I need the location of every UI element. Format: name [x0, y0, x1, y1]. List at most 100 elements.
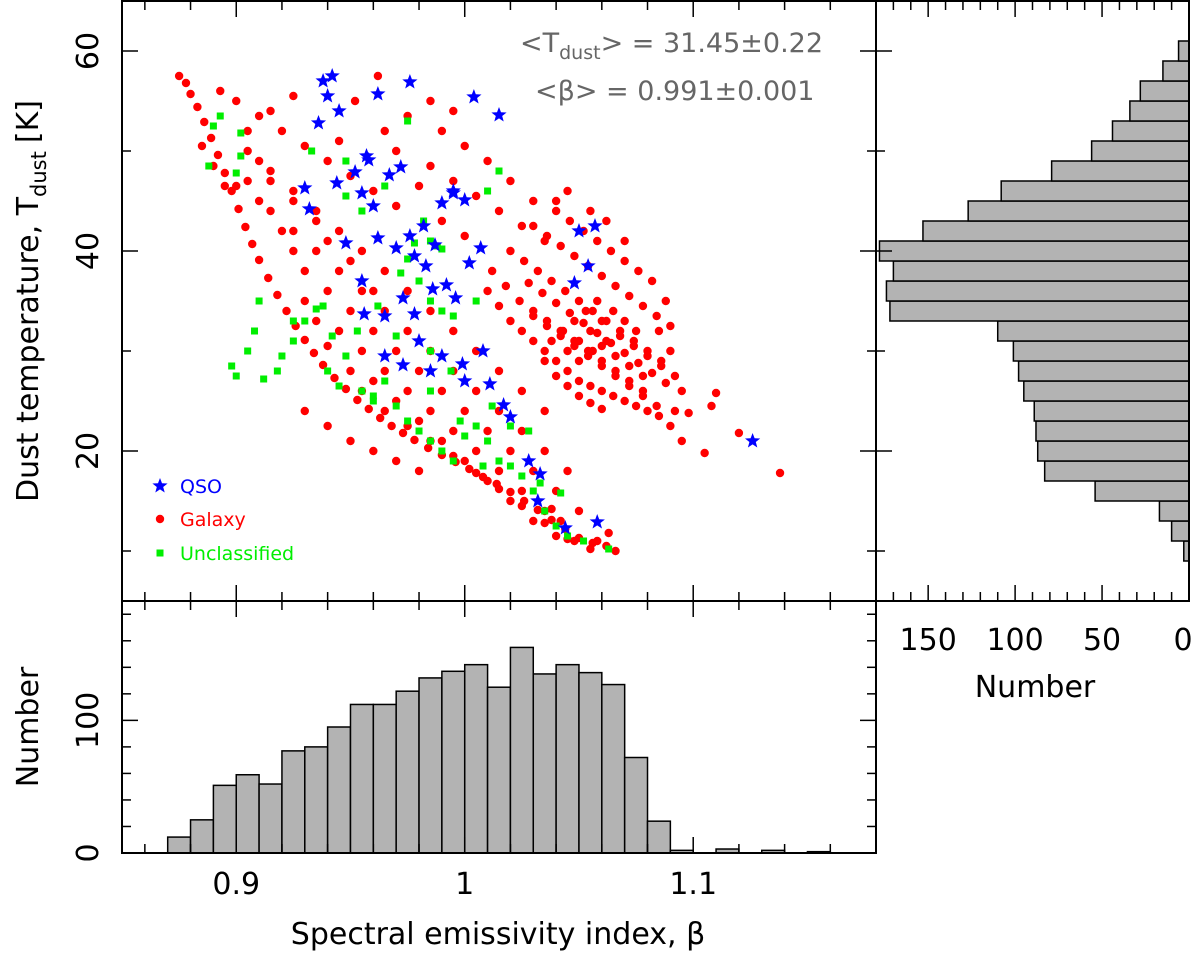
galaxy-point [487, 266, 497, 276]
galaxy-point [323, 236, 332, 246]
tdust-histogram-bars [878, 40, 1190, 562]
tdust-histogram-bar [1090, 140, 1190, 162]
unclassified-point [536, 479, 544, 487]
beta-histogram-ytick-label: 0 [71, 843, 106, 862]
unclassified-point [381, 377, 389, 385]
galaxy-point [540, 346, 549, 356]
galaxy-point [533, 266, 543, 276]
qso-point [370, 230, 386, 245]
galaxy-point [654, 326, 664, 336]
galaxy-point [334, 326, 344, 336]
galaxy-point [346, 306, 355, 316]
galaxy-point [254, 111, 264, 121]
qso-point [496, 397, 512, 412]
galaxy-point [300, 296, 309, 306]
tdust-histogram-bar [892, 260, 1190, 282]
unclassified-point [404, 255, 412, 263]
galaxy-point [625, 291, 634, 301]
galaxy-point [494, 484, 504, 494]
galaxy-point [373, 71, 383, 81]
qso-point [370, 86, 386, 101]
tdust-histogram-bar [1043, 460, 1190, 482]
qso-point [356, 306, 372, 321]
galaxy-point [611, 281, 620, 291]
unclassified-point [397, 269, 405, 277]
galaxy-point [300, 406, 309, 416]
unclassified-point [312, 305, 320, 313]
unclassified-point [308, 147, 316, 155]
unclassified-point [426, 237, 434, 245]
galaxy-point [186, 89, 195, 99]
galaxy-point [426, 406, 435, 416]
galaxy-point [346, 256, 355, 266]
galaxy-point [631, 401, 641, 411]
galaxy-point [538, 288, 547, 298]
beta-histogram-bar [326, 726, 352, 854]
qso-point [587, 218, 603, 233]
galaxy-point [625, 381, 634, 391]
beta-histogram-bar [532, 673, 557, 854]
galaxy-point [323, 421, 332, 431]
galaxy-point [254, 156, 264, 166]
tdust-histogram-bar [1162, 60, 1190, 82]
galaxy-point [506, 446, 515, 456]
galaxy-point [200, 117, 209, 127]
galaxy-point [574, 391, 584, 401]
legend-marker-qso [152, 478, 168, 493]
galaxy-point [197, 141, 207, 151]
galaxy-point [460, 231, 469, 241]
galaxy-point [677, 386, 686, 396]
galaxy-point [666, 321, 675, 331]
galaxy-point [357, 286, 367, 296]
galaxy-point [323, 286, 332, 296]
galaxy-point [323, 156, 332, 166]
galaxy-point [597, 386, 607, 396]
galaxy-point [289, 196, 298, 206]
galaxy-point [449, 426, 458, 436]
galaxy-point [563, 381, 572, 391]
unclassified-point [495, 167, 503, 175]
beta-histogram-bar [623, 756, 649, 854]
galaxy-point [529, 516, 538, 526]
qso-point [324, 68, 340, 83]
unclassified-point [335, 382, 343, 390]
unclassified-point [289, 317, 297, 325]
beta-histogram-bar [601, 683, 626, 854]
galaxy-point [232, 96, 241, 106]
galaxy-point [563, 186, 572, 196]
galaxy-point [551, 206, 561, 216]
galaxy-point [380, 126, 389, 136]
galaxy-point [243, 126, 252, 136]
galaxy-point [309, 348, 319, 358]
unclassified-point [557, 489, 565, 497]
unclassified-point [415, 277, 423, 285]
unclassified-point [564, 532, 572, 540]
galaxy-point [609, 391, 618, 401]
beta-histogram-xlabel: Spectral emissivity index, β [291, 917, 705, 952]
galaxy-point [243, 176, 252, 186]
galaxy-point [517, 486, 527, 496]
galaxy-point [734, 428, 744, 438]
galaxy-point [540, 518, 549, 528]
galaxy-point [570, 536, 579, 546]
galaxy-point [540, 236, 549, 246]
galaxy-point [638, 371, 648, 381]
unclassified-point [381, 182, 389, 190]
unclassified-point [461, 432, 469, 440]
galaxy-point [563, 346, 572, 356]
galaxy-point [597, 341, 607, 351]
beta-histogram-bar [166, 836, 192, 854]
galaxy-point [398, 428, 408, 438]
galaxy-point [593, 328, 602, 338]
galaxy-point [206, 133, 216, 143]
unclassified-point [324, 367, 332, 375]
galaxy-point [606, 246, 616, 256]
galaxy-point [620, 396, 629, 406]
galaxy-point [266, 106, 275, 116]
legend-label-qso: QSO [180, 476, 222, 498]
galaxy-point [353, 395, 362, 405]
tdust-histogram-bar [1177, 40, 1190, 62]
galaxy-point [551, 298, 561, 308]
unclassified-point [472, 297, 480, 305]
galaxy-point [647, 368, 657, 378]
